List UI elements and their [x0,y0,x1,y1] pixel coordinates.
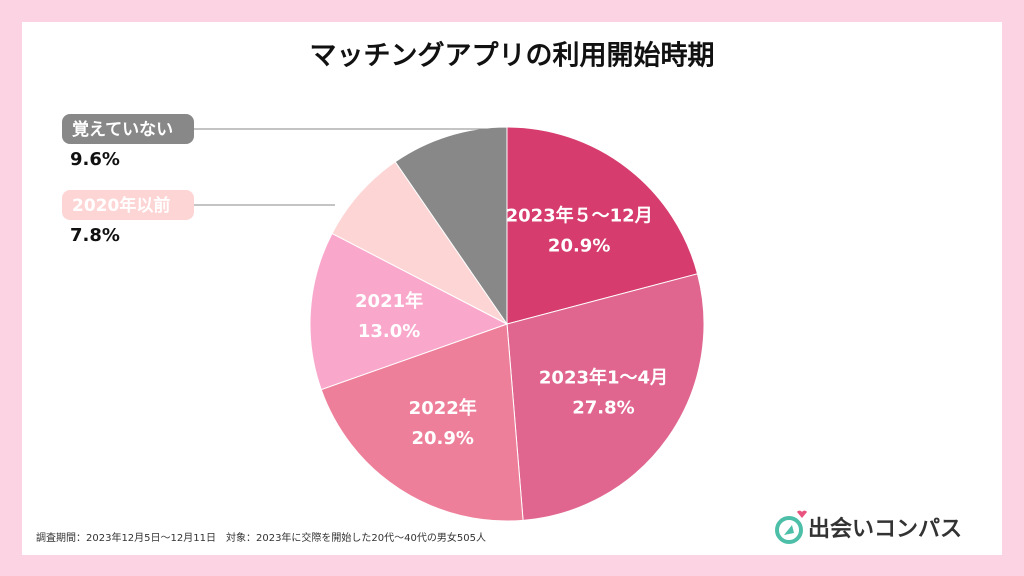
value-label: 7.8% [70,225,120,246]
pie-slice [506,126,699,325]
category-badge [62,114,194,144]
logo-needle [784,525,794,535]
pie-slice [309,232,509,391]
category-label: 2023年1～4月 [539,366,668,388]
brand-name: 出会いコンパス [808,516,962,542]
pie-slice [506,273,705,521]
category-label: 2020年以前 [72,195,170,216]
value-label: 27.8% [572,397,634,418]
value-label: 20.9% [412,428,474,449]
value-label: 13.0% [358,321,420,342]
pie-slice [394,126,508,326]
category-label: 2022年 [409,397,477,419]
category-label: 2021年 [355,290,423,312]
brand-logo: 出会いコンパス [775,510,962,544]
logo-icon [775,516,803,544]
category-label: 2023年５～12月 [506,204,653,226]
category-badge [62,190,194,220]
pie-slice [320,323,524,522]
value-label: 20.9% [548,235,610,256]
value-label: 9.6% [70,149,120,170]
category-label: 覚えていない [72,119,173,140]
footnote: 調査期間：2023年12月5日～12月11日 対象：2023年に交際を開始した2… [36,531,486,544]
chart-title: マッチングアプリの利用開始時期 [310,40,715,72]
pie-slice [331,161,508,325]
logo-heart [797,510,807,518]
